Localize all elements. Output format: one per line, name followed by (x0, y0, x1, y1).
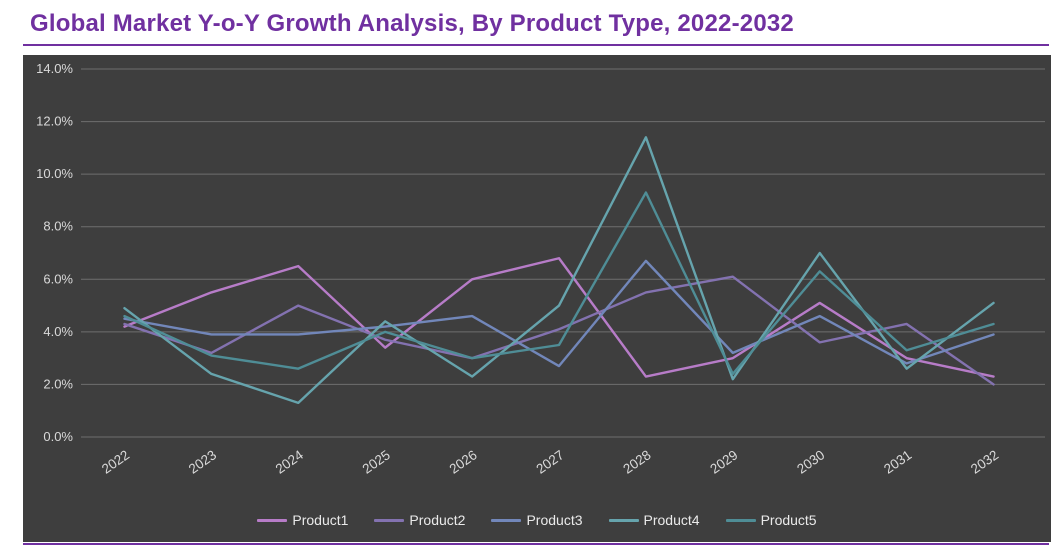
legend-item-product1: Product1 (257, 512, 348, 528)
series-line-product5 (123, 191, 995, 376)
x-tick-label: 2026 (447, 447, 480, 477)
legend-label: Product1 (292, 512, 349, 528)
chart-legend: Product1 Product2 Product3 Product4 Product5 (23, 500, 1051, 540)
legend-swatch (725, 518, 756, 522)
legend-swatch (374, 518, 405, 522)
y-tick-label: 6.0% (43, 271, 73, 286)
y-tick-label: 14.0% (36, 61, 73, 76)
chart-title: Global Market Y-o-Y Growth Analysis, By … (30, 10, 794, 37)
x-tick-label: 2024 (273, 447, 307, 477)
legend-label: Product4 (643, 512, 700, 528)
chart-panel: 0.0% 2.0% 4.0% 6.0% 8.0% 10.0% 12.0% 14.0% 2022 2… (23, 55, 1051, 542)
y-tick-label: 4.0% (43, 324, 73, 339)
x-tick-label: 2027 (534, 447, 567, 477)
title-divider (23, 44, 1049, 46)
x-tick-label: 2029 (707, 447, 740, 477)
legend-label: Product2 (409, 512, 466, 528)
legend-swatch (491, 518, 522, 522)
legend-item-product5: Product5 (725, 512, 817, 528)
y-tick-label: 2.0% (43, 376, 73, 391)
y-tick-label: 0.0% (43, 429, 73, 444)
series-line-product1 (123, 257, 995, 378)
x-tick-label: 2023 (186, 447, 219, 477)
legend-item-product3: Product3 (491, 512, 583, 528)
y-tick-label: 10.0% (36, 166, 73, 181)
x-tick-label: 2032 (968, 447, 1001, 477)
x-tick-label: 2025 (360, 447, 393, 477)
y-tick-label: 12.0% (36, 114, 73, 129)
bottom-divider (23, 543, 1049, 545)
x-tick-label: 2028 (620, 447, 653, 477)
legend-swatch (608, 518, 639, 522)
legend-label: Product3 (526, 512, 583, 528)
legend-item-product2: Product2 (374, 512, 465, 528)
x-tick-label: 2031 (881, 447, 914, 477)
series-line-product2 (123, 275, 995, 386)
legend-label: Product5 (760, 512, 817, 528)
legend-item-product4: Product4 (608, 512, 700, 528)
y-tick-label: 8.0% (43, 219, 73, 234)
chart-svg: 0.0% 2.0% 4.0% 6.0% 8.0% 10.0% 12.0% 14.0% 2022 2… (36, 61, 1045, 477)
series-line-product3 (123, 259, 995, 368)
legend-swatch (257, 518, 288, 522)
series-line-product4 (123, 136, 995, 405)
x-tick-label: 2030 (794, 447, 827, 477)
x-tick-label: 2022 (99, 447, 132, 477)
